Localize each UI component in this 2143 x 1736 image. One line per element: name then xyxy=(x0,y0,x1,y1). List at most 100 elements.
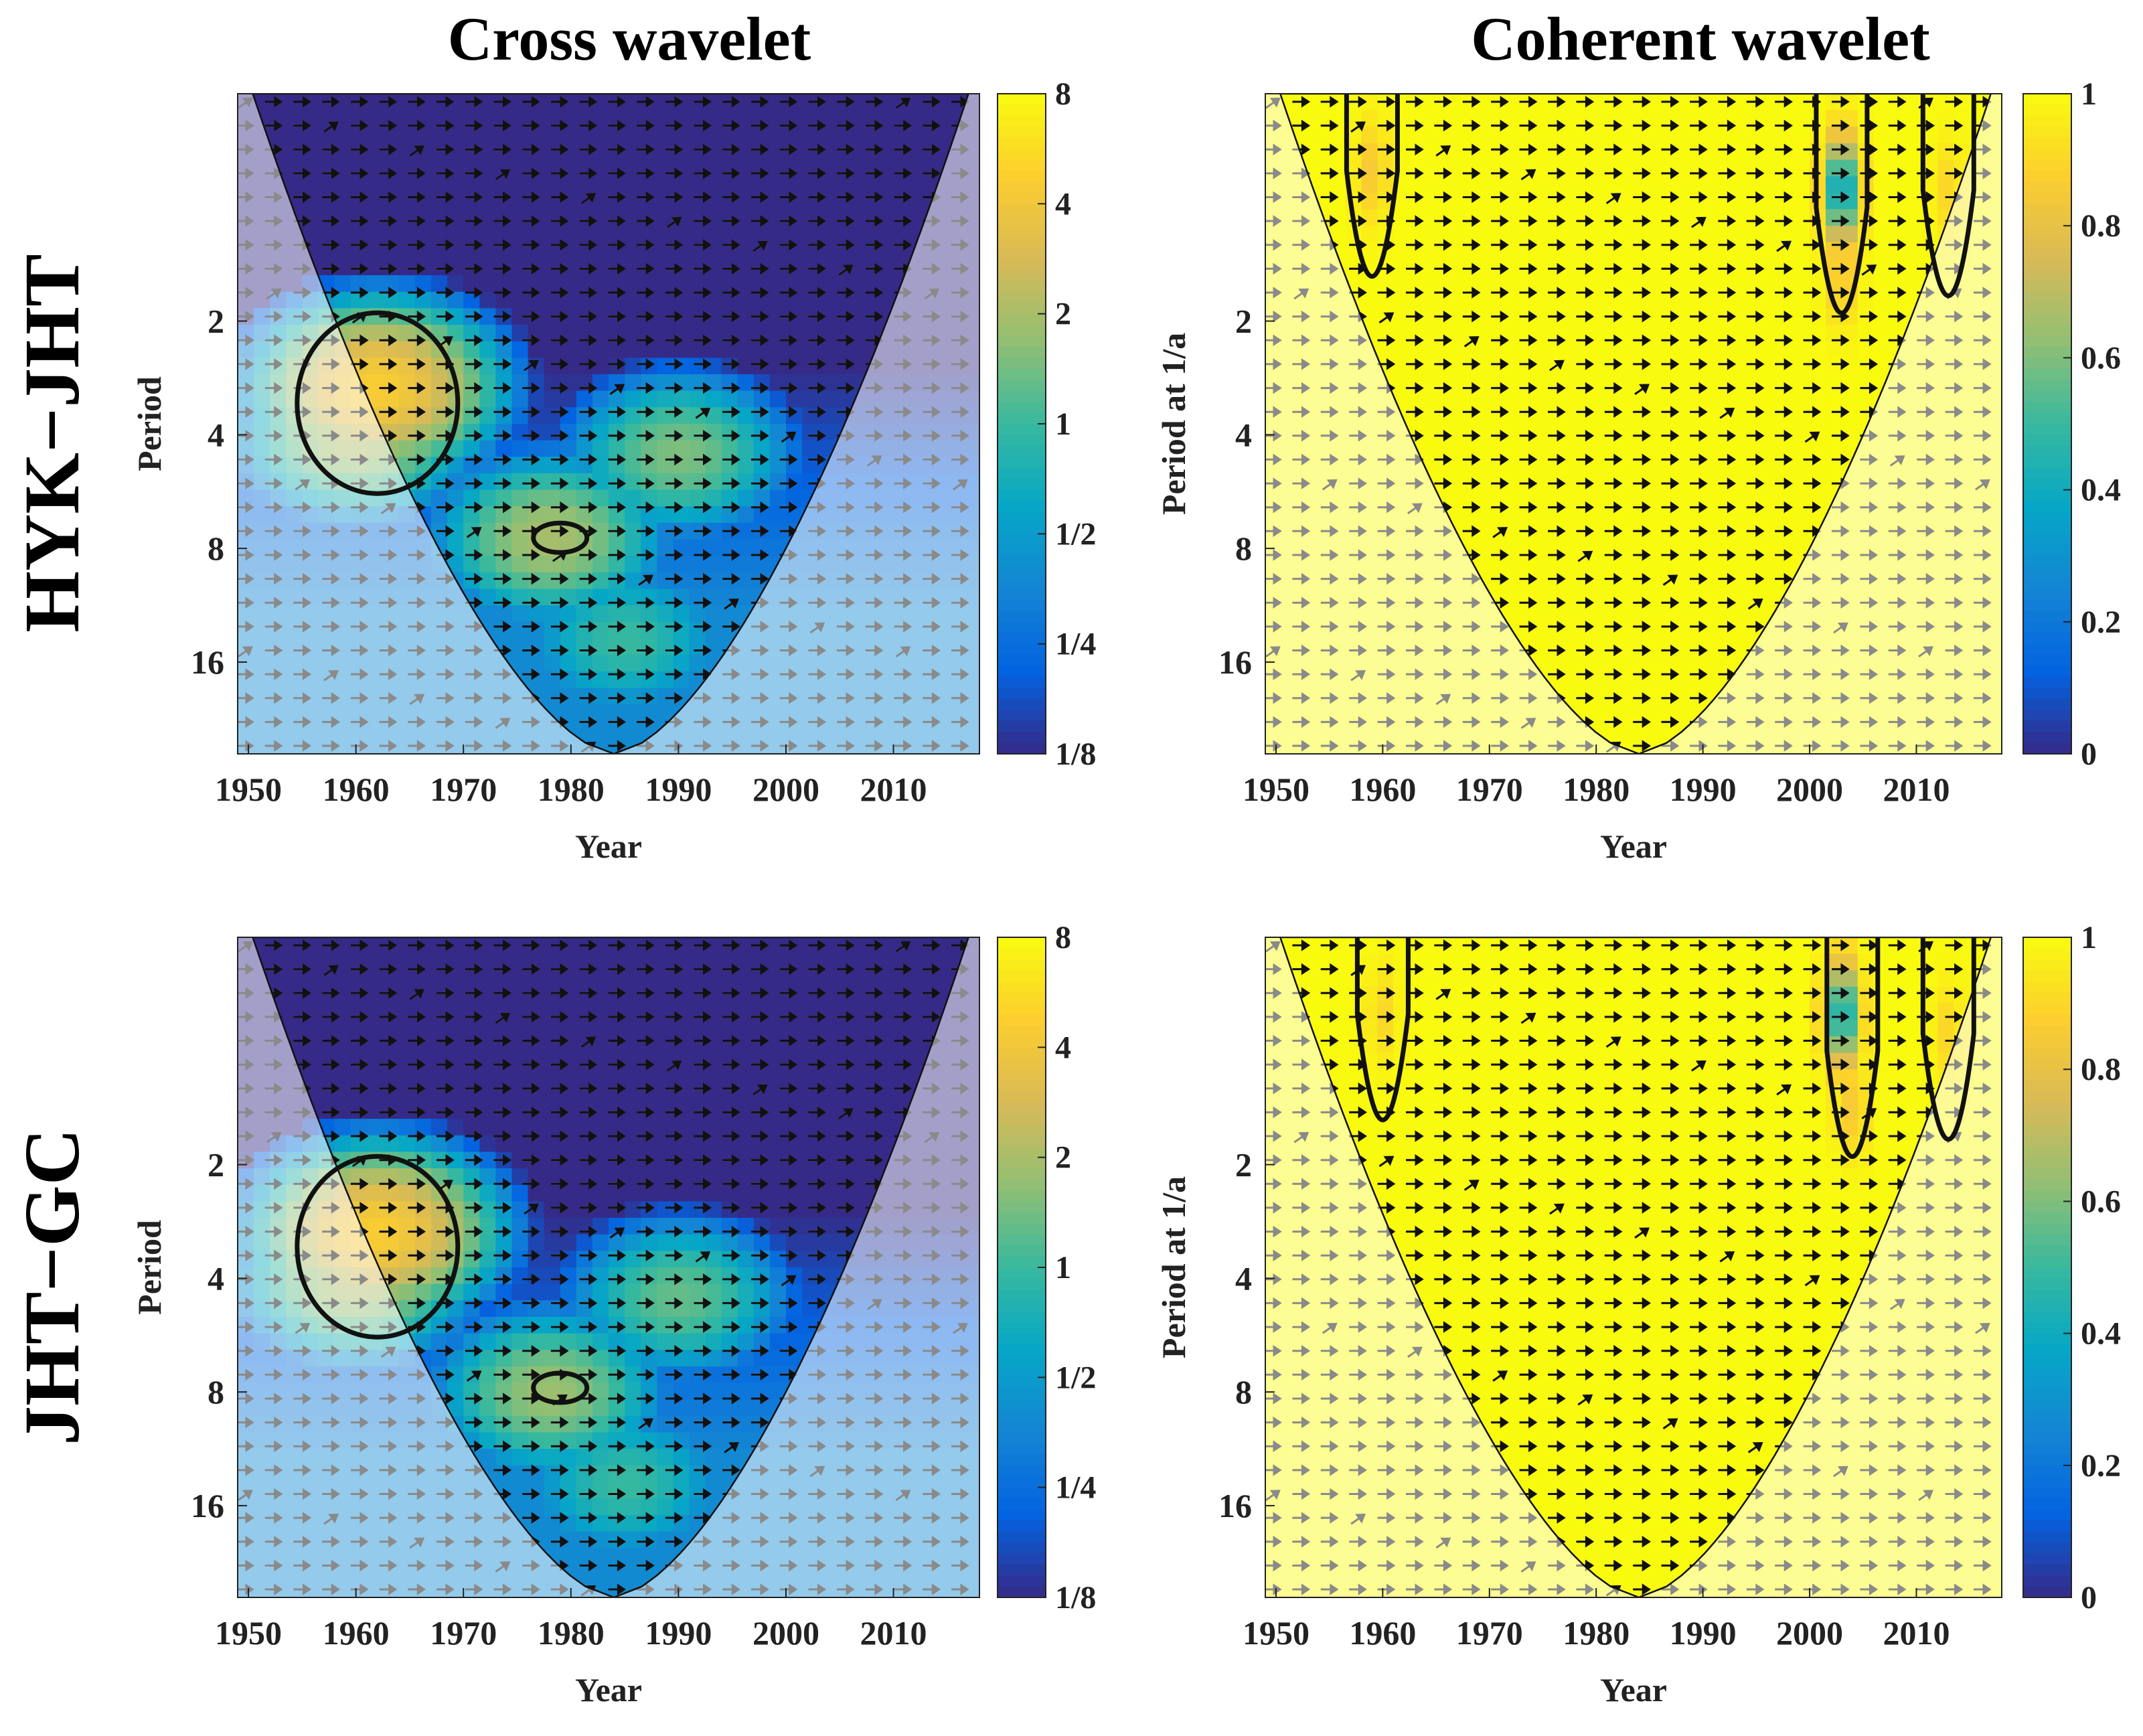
colorbar-segment xyxy=(998,1036,1046,1048)
colorbar-segment xyxy=(998,457,1046,469)
colorbar-segment xyxy=(2023,522,2071,535)
cross-wavelet-hyk-jht-chart: 1950 1960 1970 1980 1990 2000 2010 Year 2 4 8 16 Per… xyxy=(131,76,1096,865)
y-axis-label: Period at 1/a xyxy=(1155,333,1192,515)
colorbar-segment xyxy=(998,1531,1046,1543)
x-axis-label: Year xyxy=(575,1671,642,1709)
colorbar-segment xyxy=(998,1575,1046,1587)
y-tick-label: 4 xyxy=(1235,416,1252,453)
y-tick-label: 8 xyxy=(1235,530,1252,567)
colorbar-segment xyxy=(2023,688,2071,700)
colorbar-segment xyxy=(998,1201,1046,1213)
colorbar-segment xyxy=(2023,1047,2071,1059)
colorbar-segment xyxy=(2023,236,2071,248)
y-tick-label: 16 xyxy=(1218,643,1252,681)
colorbar-segment xyxy=(998,445,1046,458)
y-axis-label: Period xyxy=(131,1220,168,1315)
colorbar-segment xyxy=(998,1212,1046,1224)
colorbar-segment xyxy=(998,970,1046,982)
colorbar-segment xyxy=(2023,149,2071,161)
significance-contour xyxy=(295,310,461,496)
colorbar-segment xyxy=(2023,1212,2071,1224)
colorbar-segment xyxy=(998,402,1046,414)
colorbar-segment xyxy=(2023,226,2071,238)
colorbar-segment xyxy=(2023,1080,2071,1092)
colorbar-segment xyxy=(998,1256,1046,1268)
x-tick-label: 2000 xyxy=(1776,1614,1843,1652)
colorbar-segment xyxy=(2023,1245,2071,1257)
colorbar-segment xyxy=(998,1388,1046,1400)
colorbar-segment xyxy=(998,1025,1046,1037)
colorbar-segment xyxy=(998,1509,1046,1521)
x-tick-label: 1950 xyxy=(215,771,282,808)
colorbar-segment xyxy=(998,335,1046,347)
colorbar-segment xyxy=(2023,588,2071,601)
colorbar-segment xyxy=(2023,1476,2071,1488)
colorbar-segment xyxy=(998,269,1046,282)
colorbar-segment xyxy=(998,1003,1046,1015)
colorbar-segment xyxy=(998,1058,1046,1070)
significance-contour xyxy=(531,1370,590,1405)
cone-of-influence-shade xyxy=(238,937,979,1597)
y-tick-label: 2 xyxy=(208,303,224,340)
colorbar-segment xyxy=(2023,621,2071,633)
colorbar-segment xyxy=(998,710,1046,722)
colorbar-segment xyxy=(2023,269,2071,282)
colorbar-segment xyxy=(2023,1003,2071,1015)
colorbar-segment xyxy=(2023,511,2071,524)
colorbar-label: 1/2 xyxy=(1055,516,1096,552)
colorbar-segment xyxy=(998,1091,1046,1103)
colorbar-segment xyxy=(2023,1025,2071,1037)
x-tick-label: 1970 xyxy=(1456,771,1523,808)
colorbar-segment xyxy=(2023,1586,2071,1598)
colorbar-segment xyxy=(2023,325,2071,337)
x-axis-label: Year xyxy=(575,827,642,865)
x-tick-label: 2010 xyxy=(860,771,927,808)
cross-wavelet-jht-gc-chart: 1950 1960 1970 1980 1990 2000 2010 Year 2 4 8 16 Per… xyxy=(131,920,1096,1709)
colorbar-segment xyxy=(2023,544,2071,556)
colorbar-segment xyxy=(2023,1179,2071,1191)
colorbar-segment xyxy=(998,556,1046,568)
x-tick-label: 1990 xyxy=(1670,1614,1737,1652)
colorbar-segment xyxy=(998,1223,1046,1235)
x-tick-label: 1950 xyxy=(215,1614,282,1652)
x-tick-label: 1960 xyxy=(323,771,390,808)
colorbar-segment xyxy=(2023,104,2071,116)
colorbar-segment xyxy=(2023,665,2071,678)
y-tick-label: 16 xyxy=(1218,1487,1252,1524)
colorbar-segment xyxy=(998,313,1046,325)
colorbar-segment xyxy=(998,1443,1046,1455)
colorbar-segment xyxy=(998,214,1046,226)
colorbar-segment xyxy=(998,1135,1046,1147)
colorbar-segment xyxy=(998,127,1046,139)
colorbar-segment xyxy=(998,1399,1046,1411)
colorbar-segment xyxy=(2023,1234,2071,1246)
colorbar-label: 0.8 xyxy=(2081,208,2121,244)
colorbar-segment xyxy=(2023,445,2071,458)
colorbar-segment xyxy=(2023,192,2071,205)
colorbar-segment xyxy=(2023,1454,2071,1466)
colorbar-segment xyxy=(2023,1498,2071,1510)
colorbar-segment xyxy=(998,1355,1046,1367)
colorbar-segment xyxy=(998,522,1046,535)
colorbar-segment xyxy=(998,1333,1046,1345)
x-tick-label: 1980 xyxy=(1563,771,1630,808)
x-tick-label: 2010 xyxy=(1883,771,1950,808)
x-tick-label: 2010 xyxy=(1883,1614,1950,1652)
colorbar-label: 1 xyxy=(1055,406,1071,442)
column-title-coherent-wavelet: Coherent wavelet xyxy=(1471,5,1930,73)
colorbar-segment xyxy=(998,732,1046,744)
y-tick-label: 2 xyxy=(1235,303,1252,340)
coherent-wavelet-jht-gc-chart: 1950 1960 1970 1980 1990 2000 2010 Year 2 4 8 16 Per… xyxy=(1155,920,2121,1709)
colorbar-segment xyxy=(998,1267,1046,1279)
colorbar-segment xyxy=(2023,937,2071,949)
colorbar-segment xyxy=(998,1146,1046,1158)
colorbar-segment xyxy=(2023,479,2071,491)
colorbar-segment xyxy=(2023,248,2071,260)
colorbar-segment xyxy=(998,501,1046,513)
row-title-jht-gc: JHT−GC xyxy=(8,1128,96,1445)
colorbar-segment xyxy=(2023,1102,2071,1114)
colorbar-segment xyxy=(998,1124,1046,1136)
colorbar-segment xyxy=(2023,1223,2071,1235)
colorbar-segment xyxy=(2023,1069,2071,1081)
colorbar-segment xyxy=(2023,159,2071,171)
